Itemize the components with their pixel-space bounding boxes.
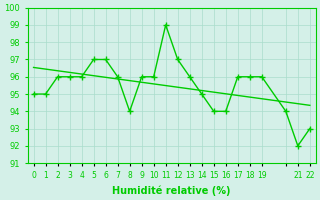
- X-axis label: Humidité relative (%): Humidité relative (%): [112, 185, 231, 196]
